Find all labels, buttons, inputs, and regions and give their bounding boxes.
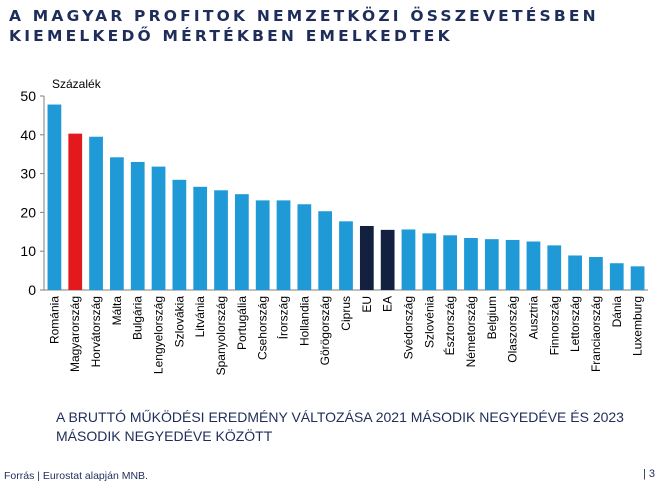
source-note: Forrás | Eurostat alapján MNB. [4, 470, 148, 482]
x-tick-label: Portugália [235, 296, 249, 350]
bar [589, 257, 603, 290]
x-tick-label: Magyarország [68, 296, 82, 372]
title-line-1: A MAGYAR PROFITOK NEMZETKÖZI ÖSSZEVETÉSB… [9, 7, 599, 25]
x-tick-label: EA [381, 296, 395, 312]
x-tick-label: Lengyelország [152, 296, 166, 374]
x-tick-label: Litvánia [193, 296, 207, 338]
x-tick-label: Bulgária [131, 296, 145, 340]
x-tick-label: Görögország [318, 296, 332, 365]
subtitle-line-1: A BRUTTÓ MŰKÖDÉSI EREDMÉNY VÁLTOZÁSA 202… [56, 409, 624, 425]
bar [484, 239, 499, 290]
page-title: A MAGYAR PROFITOK NEMZETKÖZI ÖSSZEVETÉSB… [9, 6, 599, 46]
bar [151, 166, 166, 290]
y-tick-label: 40 [20, 127, 36, 143]
bar [526, 241, 541, 290]
subtitle-line-2: MÁSODIK NEGYEDÉVE KÖZÖTT [56, 428, 273, 444]
y-axis-label: Százalék [52, 77, 102, 91]
bar [318, 211, 333, 290]
bar [609, 263, 624, 290]
bar [547, 245, 562, 290]
y-tick-label: 20 [20, 204, 36, 220]
bar [89, 136, 103, 290]
x-tick-label: Németország [464, 296, 478, 367]
bar-chart: Százalék 0 10 20 30 40 50 Románia Magyarország Ho… [20, 77, 648, 375]
y-tick-label: 30 [20, 166, 36, 182]
x-tick-label: Írország [276, 296, 291, 339]
x-tick-label: Olaszország [506, 296, 520, 363]
bar [130, 161, 145, 290]
y-tick-label: 0 [28, 282, 36, 298]
bar [68, 133, 83, 290]
bar [172, 179, 187, 290]
x-tick-label: Ausztria [526, 296, 540, 340]
bar [297, 204, 312, 290]
bar [443, 235, 458, 290]
bar [214, 190, 228, 290]
x-tick-label: Ciprus [339, 296, 353, 331]
bar [422, 233, 437, 290]
x-tick-label: Málta [110, 296, 124, 326]
x-tick-label: Dánia [610, 296, 624, 328]
bar [193, 186, 208, 290]
x-tick-label: Észtország [442, 296, 457, 355]
bar [505, 239, 520, 290]
bar [568, 255, 582, 290]
y-tick-label: 50 [20, 88, 36, 104]
x-tick-label: Hollandia [297, 296, 311, 346]
x-tick-label: Csehország [256, 296, 270, 360]
x-tick-label: Svédország [401, 296, 415, 359]
bar [234, 194, 249, 290]
x-tick-label: Finnország [547, 296, 561, 355]
bar [401, 229, 416, 290]
bar [359, 225, 374, 290]
bar [276, 200, 291, 290]
x-tick-label: EU [360, 296, 374, 313]
x-tick-label: Franciaország [589, 296, 603, 372]
x-tick-label: Spanyolország [214, 296, 228, 375]
x-tick-label: Románia [47, 296, 61, 344]
y-tick-label: 10 [20, 243, 36, 259]
bar [339, 221, 353, 290]
x-tick-label: Belgium [485, 296, 499, 339]
bar [630, 266, 645, 290]
x-tick-label: Lettország [568, 296, 582, 352]
bar [380, 229, 395, 290]
x-tick-label: Luxemburg [631, 296, 645, 356]
x-tick-label: Horvátország [89, 296, 103, 367]
chart-subtitle: A BRUTTÓ MŰKÖDÉSI EREDMÉNY VÁLTOZÁSA 202… [56, 408, 624, 446]
x-tick-label: Szlovénia [422, 296, 436, 348]
bar [47, 104, 62, 290]
page-number: | 3 [642, 468, 655, 480]
bar [464, 238, 478, 290]
bar [110, 157, 124, 290]
x-tick-label: Szlovákia [172, 296, 186, 348]
title-line-2: KIEMELKEDŐ MÉRTÉKBEN EMELKEDTEK [9, 27, 453, 45]
bar [255, 200, 270, 290]
